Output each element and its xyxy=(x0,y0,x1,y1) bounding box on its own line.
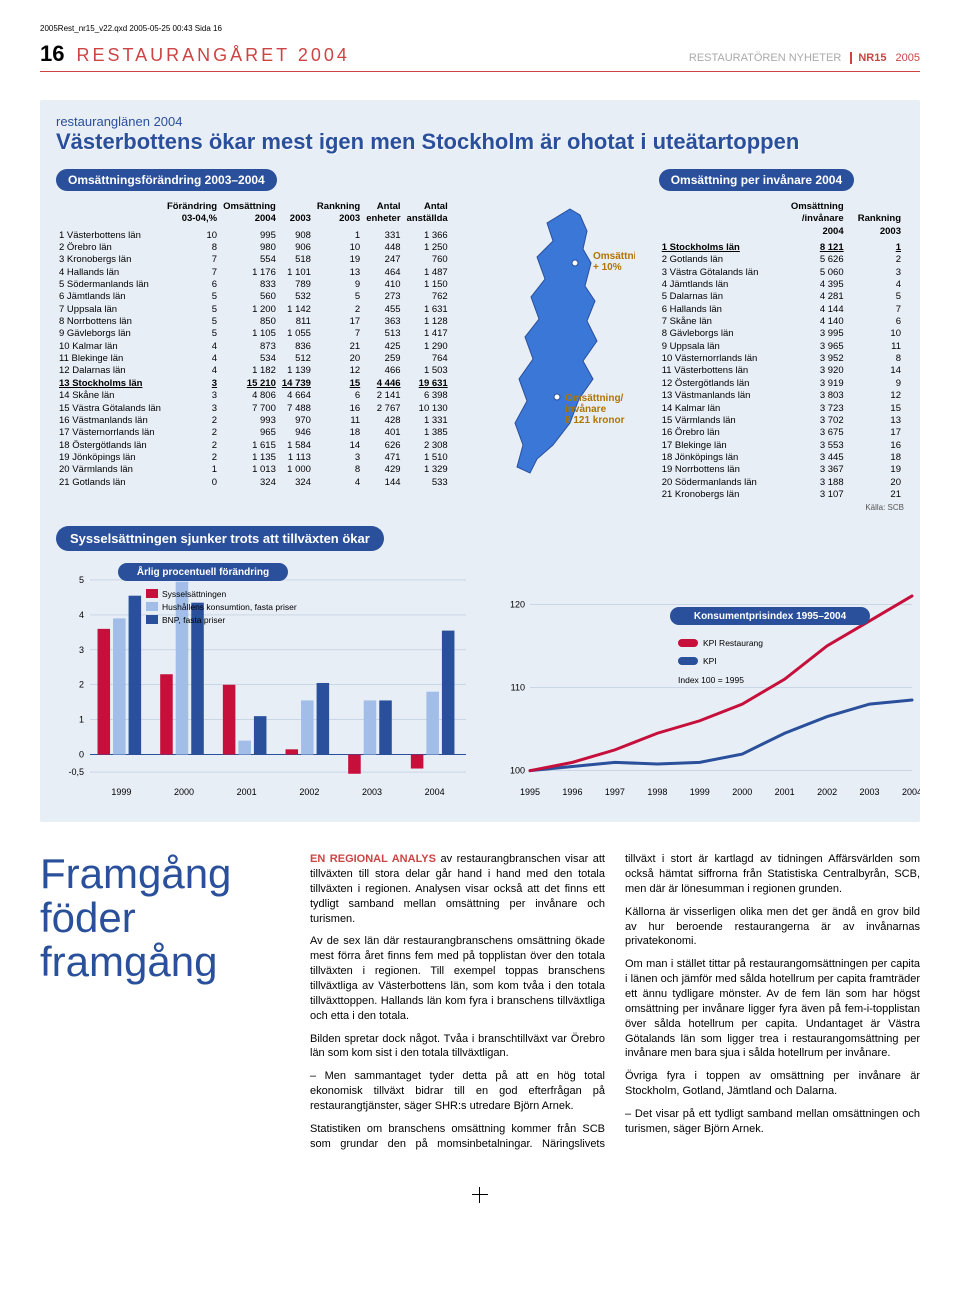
section-title: RESTAURANGÅRET 2004 xyxy=(76,45,688,66)
svg-text:Hushållens konsumtion, fasta p: Hushållens konsumtion, fasta priser xyxy=(162,602,297,612)
svg-text:8 121 kronor: 8 121 kronor xyxy=(565,415,625,426)
svg-text:1995: 1995 xyxy=(520,787,540,797)
svg-text:0: 0 xyxy=(79,750,84,760)
pill-left: Omsättningsförändring 2003–2004 xyxy=(56,169,277,191)
svg-text:KPI: KPI xyxy=(703,656,717,666)
svg-text:Årlig procentuell förändring: Årlig procentuell förändring xyxy=(137,565,269,578)
svg-text:BNP, fasta priser: BNP, fasta priser xyxy=(162,615,225,625)
panel-kicker: restauranglänen 2004 xyxy=(56,114,904,129)
svg-text:KPI Restaurang: KPI Restaurang xyxy=(703,638,763,648)
stats-panel: restauranglänen 2004 Västerbottens ökar … xyxy=(40,100,920,822)
svg-text:1998: 1998 xyxy=(647,787,667,797)
page-number: 16 xyxy=(40,41,64,67)
svg-text:-0,5: -0,5 xyxy=(68,767,84,777)
svg-text:2001: 2001 xyxy=(237,787,257,797)
svg-text:+ 10%: + 10% xyxy=(593,262,622,273)
svg-text:2004: 2004 xyxy=(902,787,920,797)
svg-text:3: 3 xyxy=(79,645,84,655)
svg-text:Omsättning: Omsättning xyxy=(593,251,635,262)
sub-pill: Sysselsättningen sjunker trots att tillv… xyxy=(56,526,384,551)
bar-chart: 5 4 3 2 1 0 -0,5 1999 2000 2001 2002 2003 2004 Årlig … xyxy=(56,561,476,804)
page-header: 16 RESTAURANGÅRET 2004 RESTAURATÖREN NYH… xyxy=(40,41,920,72)
svg-text:2000: 2000 xyxy=(732,787,752,797)
svg-text:4: 4 xyxy=(79,610,84,620)
svg-text:2004: 2004 xyxy=(425,787,445,797)
svg-text:invånare: invånare xyxy=(565,403,607,415)
svg-text:Index 100 = 1995: Index 100 = 1995 xyxy=(678,675,744,685)
svg-text:2003: 2003 xyxy=(362,787,382,797)
svg-text:1996: 1996 xyxy=(562,787,582,797)
svg-text:2002: 2002 xyxy=(817,787,837,797)
svg-text:5: 5 xyxy=(79,575,84,585)
svg-text:2000: 2000 xyxy=(174,787,194,797)
svg-text:1997: 1997 xyxy=(605,787,625,797)
source-label: Källa: SCB xyxy=(659,503,904,512)
table-left: Förändring03-04,%Omsättning2004 2003Rank… xyxy=(56,201,451,489)
article-body: EN REGIONAL ANALYS av restaurangbransche… xyxy=(310,852,920,1151)
svg-text:110: 110 xyxy=(511,683,525,693)
svg-text:2003: 2003 xyxy=(860,787,880,797)
svg-text:Konsumentprisindex 1995–2004: Konsumentprisindex 1995–2004 xyxy=(694,611,847,622)
svg-text:100: 100 xyxy=(510,766,525,776)
header-issue: NR15 xyxy=(850,52,886,64)
svg-text:Omsättning/: Omsättning/ xyxy=(565,393,624,404)
svg-text:2002: 2002 xyxy=(299,787,319,797)
svg-text:1999: 1999 xyxy=(111,787,131,797)
svg-text:2001: 2001 xyxy=(775,787,795,797)
panel-title: Västerbottens ökar mest igen men Stockho… xyxy=(56,129,904,155)
article-title: Framgång föder framgång xyxy=(40,852,280,1151)
svg-text:1: 1 xyxy=(79,715,84,725)
svg-text:2: 2 xyxy=(79,680,84,690)
sweden-map: Omsättning + 10% Omsättning/ invånare 8 … xyxy=(475,201,635,481)
svg-text:120: 120 xyxy=(510,600,525,610)
svg-text:Sysselsättningen: Sysselsättningen xyxy=(162,589,227,599)
svg-text:1999: 1999 xyxy=(690,787,710,797)
file-meta: 2005Rest_nr15_v22.qxd 2005-05-25 00:43 S… xyxy=(40,24,920,33)
pill-right: Omsättning per invånare 2004 xyxy=(659,169,854,191)
header-grey: RESTAURATÖREN NYHETER xyxy=(689,52,841,64)
header-year: 2005 xyxy=(896,52,920,64)
table-right: Omsättning/invånare2004Rankning20031 Sto… xyxy=(659,201,904,501)
line-chart: 120 110 100 1995 1996 1997 1998 1999 2000 2001 200… xyxy=(500,561,920,804)
